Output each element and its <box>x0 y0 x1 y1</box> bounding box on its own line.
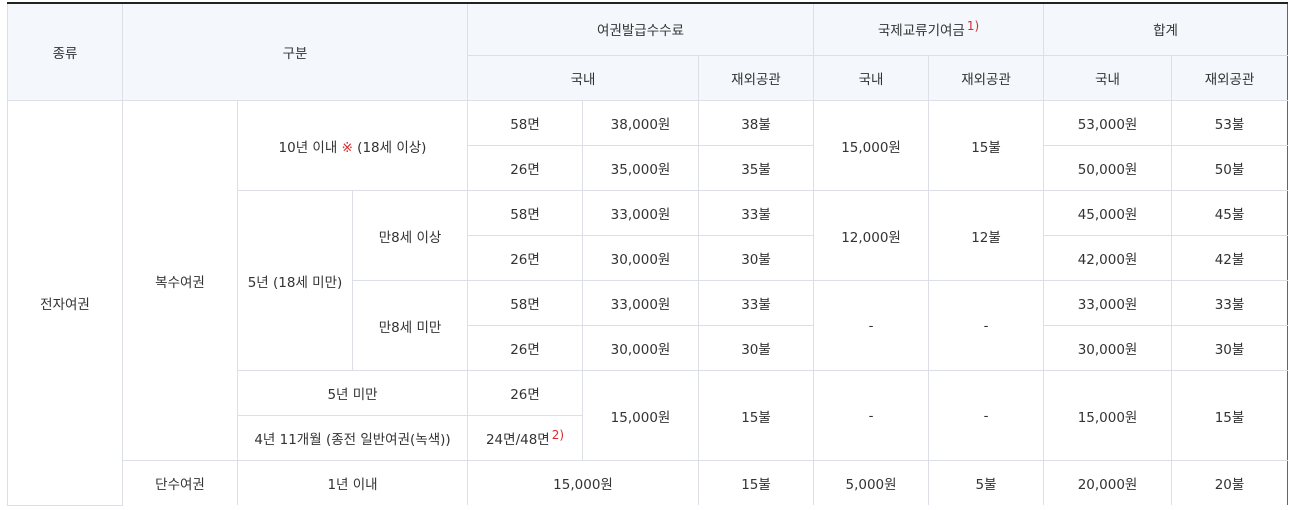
cell-age-over-8: 만8세 이상 <box>351 190 469 281</box>
cell-intl-overseas: 15불 <box>928 100 1045 191</box>
cell-pages: 58면 <box>467 280 584 326</box>
table-row: 26면 30,000원 30불 30,000원 30불 <box>8 325 1289 371</box>
header-fee-overseas: 재외공관 <box>698 54 815 102</box>
cell-intl-overseas: 12불 <box>928 190 1045 281</box>
cell-fee-overseas: 33불 <box>698 190 815 236</box>
passport-fee-table-container: 종류 구분 여권발급수수료 국제교류기여금 1) 합계 국내 재외공관 국내 재외… <box>7 2 1289 506</box>
cell-fee-overseas: 38불 <box>698 100 815 146</box>
cell-total-overseas: 50불 <box>1171 145 1289 191</box>
cell-total-overseas: 30불 <box>1171 325 1289 371</box>
table-row: 단수여권 1년 이내 15,000원 15불 5,000원 5불 20,000원… <box>8 460 1289 505</box>
cell-intl-domestic: - <box>813 280 930 371</box>
cell-total-domestic: 42,000원 <box>1043 235 1173 281</box>
table-row: 만8세 미만 58면 33,000원 33불 - - 33,000원 33불 <box>8 280 1289 371</box>
cell-pages: 58면 <box>467 190 584 236</box>
cell-pages: 24면/48면 2) <box>467 415 584 461</box>
cell-fee-domestic: 15,000원 <box>582 370 700 461</box>
footnote-2-marker: 2) <box>551 427 565 442</box>
cell-multiple-passport: 복수여권 <box>122 100 238 461</box>
cell-fee-overseas: 15불 <box>698 460 815 505</box>
header-row-2: 국내 재외공관 국내 재외공관 국내 재외공관 <box>8 54 1289 102</box>
header-intl-contribution: 국제교류기여금 1) <box>813 2 1045 56</box>
cell-intl-overseas: 5불 <box>928 460 1045 505</box>
table-row: 26면 30,000원 30불 42,000원 42불 <box>8 235 1289 281</box>
cell-fee-overseas: 15불 <box>698 370 815 461</box>
table-row: 4년 11개월 (종전 일반여권(녹색)) 24면/48면 2) <box>8 415 1288 461</box>
cell-passport-type: 전자여권 <box>7 100 123 506</box>
ten-year-suffix: (18세 이상) <box>352 139 427 156</box>
cell-fee-overseas: 30불 <box>698 235 815 281</box>
cell-fee-overseas: 35불 <box>698 145 815 191</box>
cell-pages: 26면 <box>467 370 584 416</box>
cell-total-overseas: 53불 <box>1171 100 1289 146</box>
cell-one-year: 1년 이내 <box>236 460 469 505</box>
cell-intl-overseas: - <box>928 370 1045 461</box>
cell-single-passport: 단수여권 <box>122 460 238 505</box>
table-row: 26면 35,000원 35불 50,000원 50불 <box>8 145 1289 191</box>
cell-pages: 58면 <box>467 100 584 146</box>
header-intl-domestic: 국내 <box>813 54 930 102</box>
cell-intl-domestic: 12,000원 <box>813 190 930 281</box>
cell-old-passport: 4년 11개월 (종전 일반여권(녹색)) <box>236 415 469 461</box>
cell-intl-overseas: - <box>928 280 1045 371</box>
header-total-domestic: 국내 <box>1043 54 1173 102</box>
cell-fee-overseas: 33불 <box>698 280 815 326</box>
ten-year-prefix: 10년 이내 <box>278 139 342 156</box>
cell-pages: 26면 <box>467 325 584 371</box>
header-row-1: 종류 구분 여권발급수수료 국제교류기여금 1) 합계 <box>7 2 1289 101</box>
header-intl-overseas: 재외공관 <box>928 54 1045 102</box>
table-row: 5년 (18세 미만) 만8세 이상 58면 33,000원 33불 12,00… <box>8 190 1289 371</box>
cell-under-five-year: 5년 미만 <box>236 370 469 416</box>
cell-pages: 26면 <box>467 145 584 191</box>
table-row: 전자여권 복수여권 10년 이내 ※ (18세 이상) 58면 38,000원 … <box>7 100 1289 506</box>
cell-total-overseas: 20불 <box>1171 460 1289 505</box>
cell-total-domestic: 30,000원 <box>1043 325 1173 371</box>
cell-fee-domestic: 35,000원 <box>582 145 700 191</box>
pages-label: 24면/48면 <box>485 432 550 448</box>
header-total: 합계 <box>1043 2 1289 56</box>
cell-total-overseas: 45불 <box>1171 190 1289 236</box>
footnote-1-marker: 1) <box>966 18 980 33</box>
cell-intl-domestic: 15,000원 <box>813 100 930 191</box>
cell-fee-domestic: 15,000원 <box>467 460 700 505</box>
header-intl-contribution-label: 국제교류기여금 <box>877 23 965 40</box>
cell-total-domestic: 20,000원 <box>1043 460 1173 505</box>
cell-intl-domestic: 5,000원 <box>813 460 930 505</box>
cell-total-overseas: 42불 <box>1171 235 1289 281</box>
cell-fee-domestic: 33,000원 <box>582 280 700 326</box>
cell-fee-overseas: 30불 <box>698 325 815 371</box>
cell-total-overseas: 15불 <box>1171 370 1289 461</box>
cell-age-under-8: 만8세 미만 <box>351 280 469 371</box>
passport-fee-table: 종류 구분 여권발급수수료 국제교류기여금 1) 합계 국내 재외공관 국내 재외… <box>7 2 1289 506</box>
header-category: 구분 <box>121 2 469 101</box>
cell-total-domestic: 53,000원 <box>1043 100 1173 146</box>
cell-fee-domestic: 30,000원 <box>582 235 700 281</box>
cell-total-domestic: 15,000원 <box>1043 370 1173 461</box>
note-mark: ※ <box>341 139 353 156</box>
header-type: 종류 <box>7 2 123 101</box>
cell-fee-domestic: 30,000원 <box>582 325 700 371</box>
header-total-overseas: 재외공관 <box>1171 54 1289 102</box>
cell-fee-domestic: 38,000원 <box>582 100 700 146</box>
table-row: 5년 미만 26면 15,000원 15불 - - 15,000원 15불 <box>8 370 1289 461</box>
cell-total-domestic: 45,000원 <box>1043 190 1173 236</box>
cell-intl-domestic: - <box>813 370 930 461</box>
cell-total-overseas: 33불 <box>1171 280 1289 326</box>
cell-fee-domestic: 33,000원 <box>582 190 700 236</box>
cell-total-domestic: 50,000원 <box>1043 145 1173 191</box>
cell-ten-year: 10년 이내 ※ (18세 이상) <box>236 100 469 191</box>
header-issuance-fee: 여권발급수수료 <box>467 2 815 56</box>
cell-pages: 26면 <box>467 235 584 281</box>
cell-five-year: 5년 (18세 미만) <box>237 190 353 371</box>
header-fee-domestic: 국내 <box>467 54 700 102</box>
cell-total-domestic: 33,000원 <box>1043 280 1173 326</box>
